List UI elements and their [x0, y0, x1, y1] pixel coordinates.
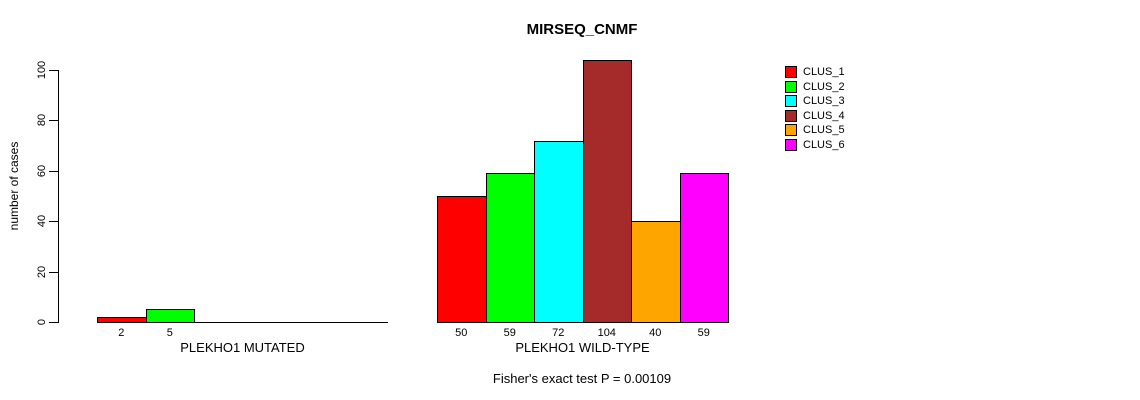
legend-swatch — [785, 138, 797, 151]
bar-value-label: 59 — [503, 327, 516, 339]
legend-label: CLUS_2 — [803, 80, 845, 93]
legend: CLUS_1 CLUS_2 CLUS_3 CLUS_4 CLUS_5 CLUS_6 — [785, 66, 845, 151]
y-tick-label: 0 — [36, 318, 48, 326]
y-axis-line — [58, 70, 59, 323]
y-tick — [49, 170, 58, 172]
y-tick — [49, 322, 58, 323]
bar-clus_6 — [679, 173, 729, 323]
y-tick — [49, 221, 58, 223]
bar-clus_2 — [485, 173, 535, 323]
y-tick — [49, 271, 58, 273]
legend-label: CLUS_1 — [803, 66, 845, 79]
bar-value-label: 40 — [649, 327, 662, 339]
legend-item: CLUS_2 — [785, 80, 845, 94]
bar-clus_3 — [534, 140, 584, 323]
bar-value-label: 2 — [118, 327, 125, 339]
legend-item: CLUS_4 — [785, 109, 845, 123]
bar-clus_5 — [631, 221, 681, 323]
bar-value-label: 50 — [455, 327, 468, 339]
y-tick-label: 80 — [36, 114, 48, 127]
group-label: PLEKHO1 MUTATED — [180, 340, 305, 355]
legend-item: CLUS_1 — [785, 66, 845, 79]
bar-clus_1 — [437, 196, 487, 323]
legend-label: CLUS_5 — [803, 124, 845, 137]
bar-value-label: 72 — [552, 327, 565, 339]
legend-swatch — [785, 109, 797, 122]
legend-label: CLUS_6 — [803, 138, 845, 151]
group-label: PLEKHO1 WILD-TYPE — [515, 340, 650, 355]
bar-value-label: 104 — [597, 327, 616, 339]
bar-clus_1 — [97, 316, 147, 323]
legend-swatch — [785, 80, 797, 93]
legend-item: CLUS_5 — [785, 124, 845, 137]
legend-swatch — [785, 66, 797, 79]
bar-value-label: 59 — [697, 327, 710, 339]
chart-title: MIRSEQ_CNMF — [526, 21, 638, 38]
legend-swatch — [785, 124, 797, 137]
y-tick-label: 60 — [36, 164, 48, 177]
bar-value-label: 5 — [166, 327, 173, 339]
legend-item: CLUS_3 — [785, 95, 845, 108]
y-tick — [49, 70, 58, 71]
legend-label: CLUS_4 — [803, 109, 845, 122]
legend-swatch — [785, 95, 797, 108]
legend-label: CLUS_3 — [803, 95, 845, 108]
bar-clus_2 — [145, 309, 195, 323]
bar-clus_4 — [582, 59, 632, 323]
y-tick-label: 40 — [36, 215, 48, 228]
y-tick — [49, 120, 58, 122]
y-tick-label: 100 — [36, 60, 48, 80]
fisher-test-annotation: Fisher's exact test P = 0.00109 — [492, 371, 672, 386]
group-baseline — [97, 322, 388, 323]
y-axis-label: number of cases — [7, 141, 21, 231]
y-tick-label: 20 — [36, 265, 48, 278]
legend-item: CLUS_6 — [785, 138, 845, 152]
